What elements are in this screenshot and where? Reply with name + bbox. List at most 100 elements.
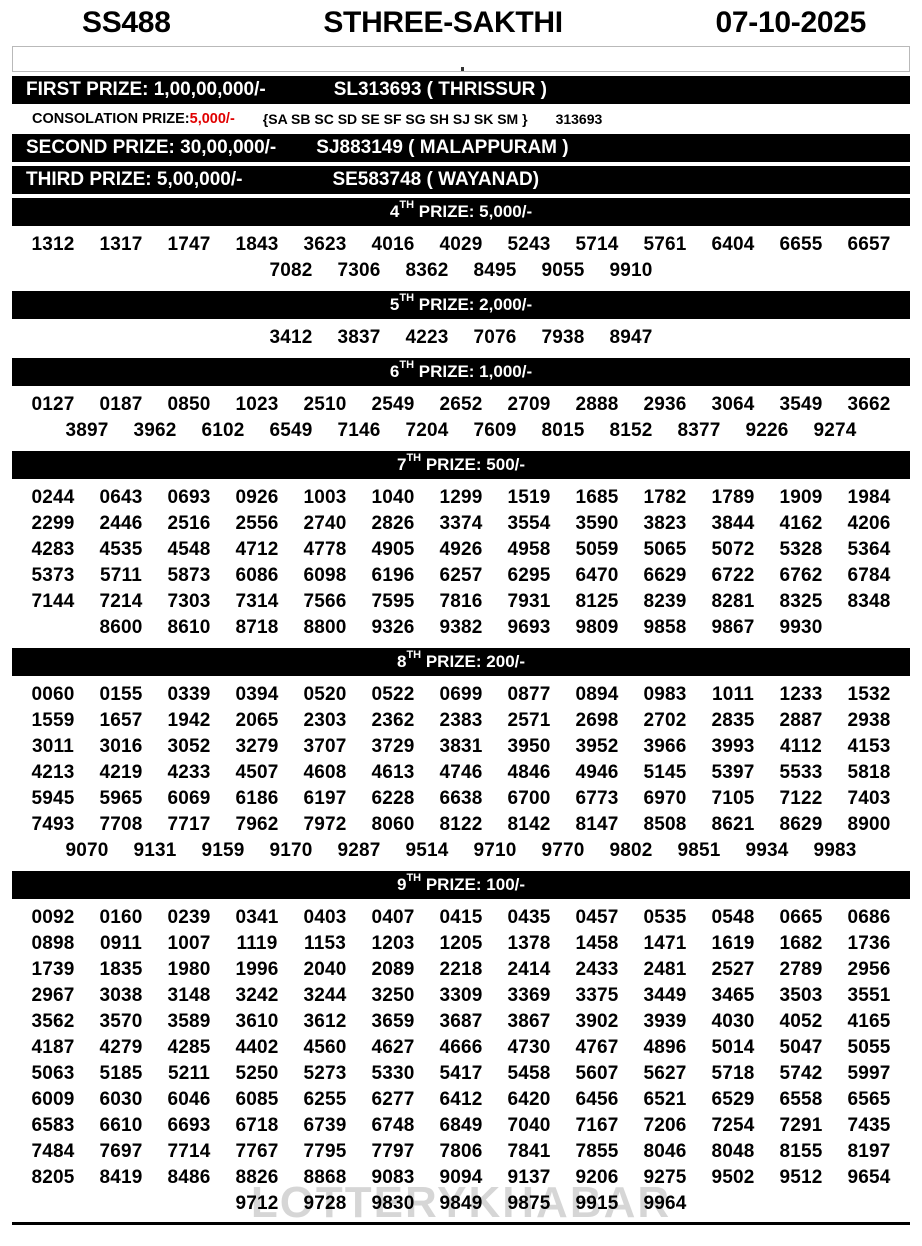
ticket-number: 6521 [643, 1088, 687, 1110]
number-row: 6583 6610 6693 6718 6739 6748 6849 7040 7167 7206… [14, 1112, 908, 1138]
ticket-number: 6722 [711, 564, 755, 586]
ticket-number: 9875 [507, 1192, 551, 1214]
ticket-number: 2433 [575, 958, 619, 980]
ticket-number: 6610 [99, 1114, 143, 1136]
ticket-number: 6700 [507, 787, 551, 809]
ticket-number: 5997 [847, 1062, 891, 1084]
ticket-number: 4608 [303, 761, 347, 783]
number-row: 3562 3570 3589 3610 3612 3659 3687 3867 3902 3939… [14, 1008, 908, 1034]
ticket-number: 6739 [303, 1114, 347, 1136]
number-row: 5945 5965 6069 6186 6197 6228 6638 6700 6773 6970… [14, 785, 908, 811]
ticket-number: 0244 [31, 486, 75, 508]
ticket-number: 6046 [167, 1088, 211, 1110]
ticket-number: 8015 [541, 419, 585, 441]
ticket-number: 7314 [235, 590, 279, 612]
ticket-number: 7122 [779, 787, 823, 809]
ticket-number: 4016 [371, 233, 415, 255]
ticket-number: 7841 [507, 1140, 551, 1162]
number-row: 8600 8610 8718 8800 9326 9382 9693 9809 9858 9867… [14, 614, 908, 640]
ticket-number: 2956 [847, 958, 891, 980]
ticket-number: 8868 [303, 1166, 347, 1188]
ticket-number: 4223 [405, 326, 449, 348]
third-prize-bar: THIRD PRIZE: 5,00,000/- SE583748 ( WAYAN… [12, 166, 910, 194]
ticket-number: 4730 [507, 1036, 551, 1058]
ticket-number: 3831 [439, 735, 483, 757]
ticket-number: 8155 [779, 1140, 823, 1162]
ticket-number: 8197 [847, 1140, 891, 1162]
ticket-number: 3412 [269, 326, 313, 348]
ticket-number: 0699 [439, 683, 483, 705]
ticket-number: 4896 [643, 1036, 687, 1058]
ticket-number: 2967 [31, 984, 75, 1006]
ticket-number: 6748 [371, 1114, 415, 1136]
ticket-number: 1458 [575, 932, 619, 954]
ticket-number: 0060 [31, 683, 75, 705]
ticket-number: 3309 [439, 984, 483, 1006]
ticket-number: 6638 [439, 787, 483, 809]
ticket-number: 7206 [643, 1114, 687, 1136]
ticket-number: 9274 [813, 419, 857, 441]
ticket-number: 5458 [507, 1062, 551, 1084]
ticket-number: 7214 [99, 590, 143, 612]
ticket-number: 1942 [167, 709, 211, 731]
ticket-number: 9287 [337, 839, 381, 861]
ticket-number: 3993 [711, 735, 755, 757]
eighth-prize-amount: PRIZE: 200/- [421, 652, 526, 671]
ticket-number: 9275 [643, 1166, 687, 1188]
ticket-number: 5945 [31, 787, 75, 809]
ticket-number: 5055 [847, 1036, 891, 1058]
eighth-prize-ordinal: 8 [396, 652, 407, 671]
ticket-number: 5145 [643, 761, 687, 783]
ticket-number: 0239 [167, 906, 211, 928]
fifth-prize-amount: PRIZE: 2,000/- [414, 295, 533, 314]
ticket-number: 7484 [31, 1140, 75, 1162]
ticket-number: 5072 [711, 538, 755, 560]
ticket-number: 5627 [643, 1062, 687, 1084]
fourth-prize-sup: TH [399, 199, 415, 211]
ticket-number: 4613 [371, 761, 415, 783]
ticket-number: 5211 [167, 1062, 211, 1084]
ticket-number: 9159 [201, 839, 245, 861]
ticket-number: 3064 [711, 393, 755, 415]
ticket-number: 0686 [847, 906, 891, 928]
ticket-number: 3950 [507, 735, 551, 757]
ticket-number: 5065 [643, 538, 687, 560]
ticket-number: 6255 [303, 1088, 347, 1110]
number-row: 0244 0643 0693 0926 1003 1040 1299 1519 1685 1782… [14, 484, 908, 510]
ticket-number: 3952 [575, 735, 619, 757]
ticket-number: 8600 [99, 616, 143, 638]
number-row: 0898 0911 1007 1119 1153 1203 1205 1378 1458 1471… [14, 930, 908, 956]
ticket-number: 6295 [507, 564, 551, 586]
ticket-number: 4627 [371, 1036, 415, 1058]
ticket-number: 5873 [167, 564, 211, 586]
consolation-series: {SA SB SC SD SE SF SG SH SJ SK SM } [262, 111, 528, 127]
ticket-number: 1040 [371, 486, 415, 508]
ticket-number: 8419 [99, 1166, 143, 1188]
ticket-number: 4162 [779, 512, 823, 534]
ticket-number: 3729 [371, 735, 415, 757]
ticket-number: 5047 [779, 1036, 823, 1058]
ticket-number: 0693 [167, 486, 211, 508]
sixth-prize-bar: 6TH PRIZE: 1,000/- [12, 358, 910, 386]
ticket-number: 9915 [575, 1192, 619, 1214]
ticket-number: 2040 [303, 958, 347, 980]
number-row: 2967 3038 3148 3242 3244 3250 3309 3369 3375 3449… [14, 982, 908, 1008]
ticket-number: 7076 [473, 326, 517, 348]
sixth-prize-amount: PRIZE: 1,000/- [414, 362, 533, 381]
ticket-number: 8495 [473, 259, 517, 281]
ticket-number: 5607 [575, 1062, 619, 1084]
ticket-number: 7595 [371, 590, 415, 612]
seventh-prize-sup: TH [406, 452, 422, 464]
ticket-number: 2065 [235, 709, 279, 731]
number-row: 7144 7214 7303 7314 7566 7595 7816 7931 8125 8239… [14, 588, 908, 614]
number-row: 0060 0155 0339 0394 0520 0522 0699 0877 0894 0983… [14, 681, 908, 707]
ticket-number: 1996 [235, 958, 279, 980]
ticket-number: 7806 [439, 1140, 483, 1162]
ticket-number: 9512 [779, 1166, 823, 1188]
ticket-number: 4153 [847, 735, 891, 757]
number-row: 2299 2446 2516 2556 2740 2826 3374 3554 3590 3823… [14, 510, 908, 536]
ticket-number: 5373 [31, 564, 75, 586]
ticket-number: 4846 [507, 761, 551, 783]
number-row: 3412 3837 4223 7076 7938 8947 [14, 324, 908, 350]
ticket-number: 7167 [575, 1114, 619, 1136]
